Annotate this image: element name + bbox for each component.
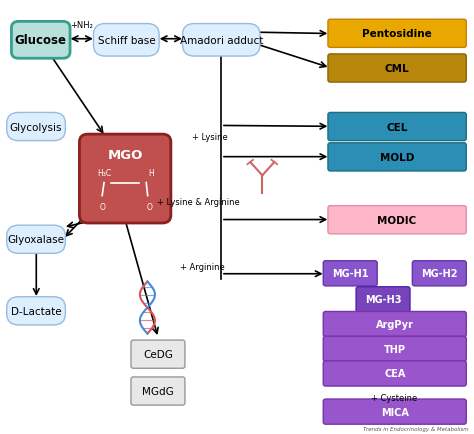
- Text: MG-H1: MG-H1: [332, 269, 368, 279]
- Text: CML: CML: [385, 64, 410, 74]
- Text: MICA: MICA: [381, 407, 409, 417]
- Text: + Cysteine: + Cysteine: [372, 393, 418, 402]
- Text: Glycolysis: Glycolysis: [10, 122, 62, 132]
- Text: MGO: MGO: [108, 149, 143, 162]
- FancyBboxPatch shape: [323, 399, 466, 424]
- Text: + Lysine: + Lysine: [192, 132, 228, 141]
- FancyBboxPatch shape: [323, 361, 466, 386]
- FancyBboxPatch shape: [328, 206, 466, 234]
- FancyBboxPatch shape: [80, 135, 171, 224]
- Text: +NH₂: +NH₂: [70, 21, 93, 30]
- FancyBboxPatch shape: [356, 287, 410, 312]
- FancyBboxPatch shape: [7, 297, 65, 325]
- Text: CEL: CEL: [386, 122, 408, 132]
- FancyBboxPatch shape: [412, 261, 466, 286]
- Text: D-Lactate: D-Lactate: [11, 306, 61, 316]
- Text: + Lysine & Arginine: + Lysine & Arginine: [157, 197, 239, 206]
- Text: O: O: [100, 203, 106, 212]
- Text: Trends in Endocrinology & Metabolism: Trends in Endocrinology & Metabolism: [363, 426, 469, 431]
- Text: MOLD: MOLD: [380, 152, 414, 162]
- Text: CEA: CEA: [384, 368, 405, 378]
- FancyBboxPatch shape: [323, 261, 377, 286]
- FancyBboxPatch shape: [328, 113, 466, 141]
- Text: H₃C: H₃C: [97, 169, 111, 178]
- Text: THP: THP: [384, 344, 406, 354]
- Text: MG-H2: MG-H2: [421, 269, 457, 279]
- Text: + Arginine: + Arginine: [180, 262, 225, 271]
- FancyBboxPatch shape: [11, 22, 70, 59]
- Text: H: H: [148, 169, 154, 178]
- FancyBboxPatch shape: [131, 377, 185, 405]
- Text: MODIC: MODIC: [377, 215, 417, 225]
- Text: CeDG: CeDG: [143, 349, 173, 359]
- Text: Glucose: Glucose: [15, 34, 67, 47]
- Text: Glyoxalase: Glyoxalase: [8, 235, 64, 245]
- FancyBboxPatch shape: [182, 24, 260, 57]
- Text: MGdG: MGdG: [142, 386, 174, 396]
- Text: ArgPyr: ArgPyr: [376, 319, 414, 329]
- FancyBboxPatch shape: [131, 340, 185, 368]
- FancyBboxPatch shape: [328, 20, 466, 48]
- Text: MG-H3: MG-H3: [365, 295, 401, 305]
- FancyBboxPatch shape: [93, 24, 159, 57]
- FancyBboxPatch shape: [323, 312, 466, 337]
- Text: O: O: [147, 203, 153, 212]
- FancyBboxPatch shape: [323, 336, 466, 362]
- FancyBboxPatch shape: [328, 144, 466, 171]
- FancyBboxPatch shape: [328, 55, 466, 83]
- FancyBboxPatch shape: [7, 113, 65, 141]
- Text: Schiff base: Schiff base: [98, 36, 155, 46]
- Text: Pentosidine: Pentosidine: [362, 29, 432, 39]
- FancyBboxPatch shape: [7, 226, 65, 254]
- Text: Amadori adduct: Amadori adduct: [180, 36, 263, 46]
